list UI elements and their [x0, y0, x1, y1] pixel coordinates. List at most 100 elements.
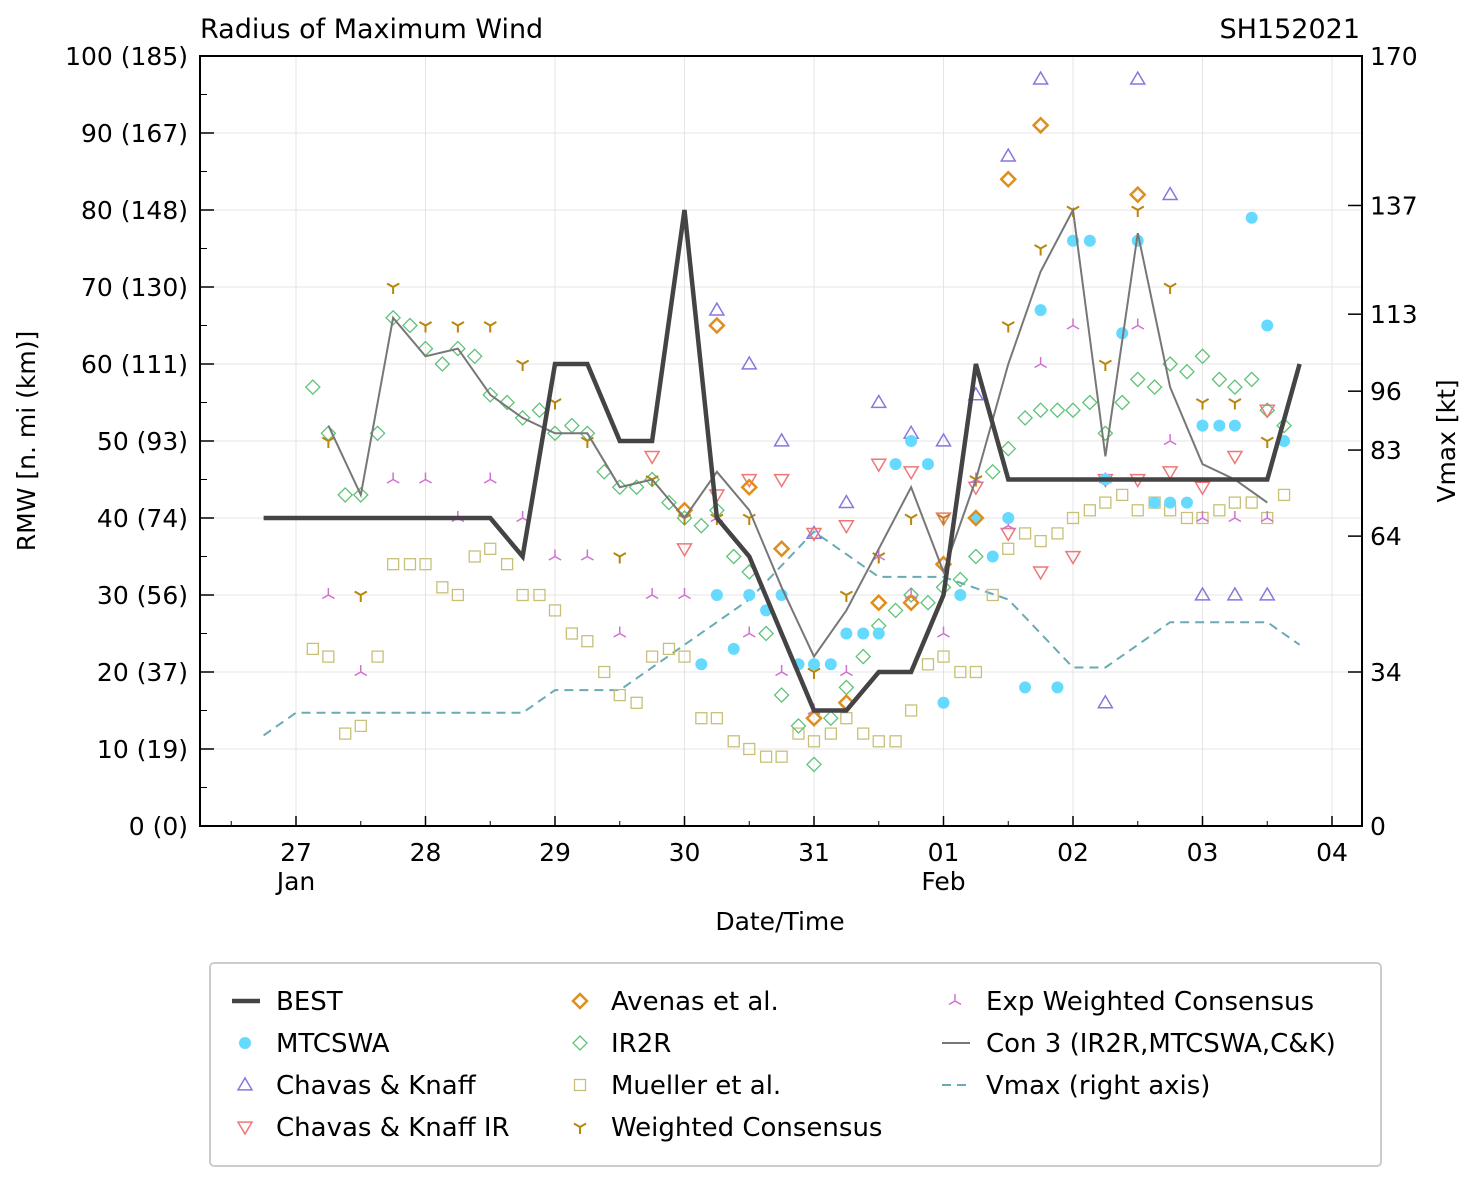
series-line-con-3-ir2r-mtcswa-c-k: [327, 206, 1268, 659]
point-mueller-et-al: [889, 735, 902, 748]
point-mtcswa: [1245, 211, 1258, 224]
point-mueller-et-al: [533, 588, 546, 602]
point-mueller-et-al: [516, 588, 529, 602]
point-mtcswa: [1002, 512, 1015, 524]
y2-tick-label: 96: [1370, 377, 1402, 406]
point-mueller-et-al: [921, 658, 935, 671]
y-tick-label: 90 (167): [81, 119, 188, 148]
point-mtcswa: [954, 589, 967, 601]
legend-swatch: [236, 1121, 254, 1136]
point-ir2r: [773, 687, 790, 704]
point-chavas-knaff-ir: [1226, 450, 1244, 465]
series-layer: [263, 70, 1302, 773]
point-exp-weighted-consensus: [354, 665, 368, 677]
point-mueller-et-al: [371, 650, 384, 663]
point-chavas-knaff-ir: [676, 543, 693, 558]
y2-tick-label: 64: [1370, 522, 1402, 551]
point-mueller-et-al: [1051, 527, 1064, 540]
x-axis-label: Date/Time: [715, 907, 844, 936]
legend-label: Con 3 (IR2R,MTCSWA,C&K): [986, 1029, 1336, 1059]
point-chavas-knaff: [935, 432, 952, 447]
point-exp-weighted-consensus: [839, 665, 853, 677]
point-mueller-et-al: [1116, 488, 1129, 502]
point-mueller-et-al: [386, 558, 400, 571]
y-tick-label: 40 (74): [97, 504, 188, 533]
point-exp-weighted-consensus: [419, 472, 432, 484]
gridlines: [200, 55, 1362, 827]
point-chavas-knaff: [1194, 586, 1211, 601]
point-ir2r: [611, 479, 628, 496]
point-ir2r: [449, 340, 466, 357]
point-mueller-et-al: [824, 727, 837, 740]
y2-tick-label: 34: [1370, 658, 1402, 687]
point-mtcswa: [1116, 327, 1129, 340]
point-chavas-knaff: [838, 494, 855, 509]
point-chavas-knaff-ir: [643, 450, 661, 465]
point-ir2r: [1081, 394, 1098, 411]
point-weighted-consensus: [1260, 436, 1274, 448]
point-avenas-et-al: [740, 478, 759, 496]
point-chavas-knaff: [708, 301, 726, 316]
point-weighted-consensus: [1228, 398, 1242, 410]
point-ir2r: [1211, 371, 1228, 388]
legend-swatch: [571, 992, 589, 1010]
legend-item: Con 3 (IR2R,MTCSWA,C&K): [942, 1029, 1336, 1059]
point-chavas-knaff-ir: [1258, 404, 1276, 419]
y2-tick-label: 170: [1370, 42, 1418, 71]
point-mueller-et-al: [904, 704, 918, 717]
x-tick-label: 27: [280, 838, 312, 867]
point-weighted-consensus: [1098, 359, 1112, 371]
series-mueller-et-al: [306, 488, 1291, 763]
point-chavas-knaff: [805, 524, 823, 540]
x-tick-label: 04: [1316, 838, 1348, 867]
y2-tick-label: 137: [1370, 191, 1418, 220]
point-mtcswa: [824, 658, 837, 671]
point-ir2r: [1032, 402, 1049, 419]
point-ir2r: [903, 587, 920, 603]
legend-label: Weighted Consensus: [611, 1113, 882, 1143]
y2-tick-label: 83: [1370, 436, 1402, 465]
point-ir2r: [806, 756, 822, 773]
point-ir2r: [855, 648, 872, 665]
point-mtcswa: [727, 642, 740, 655]
point-mueller-et-al: [1277, 488, 1291, 502]
legend-label: Avenas et al.: [611, 987, 779, 1017]
point-mueller-et-al: [403, 558, 417, 571]
y-tick-label: 70 (130): [81, 273, 188, 302]
point-mueller-et-al: [1018, 527, 1032, 540]
legend-item: IR2R: [572, 1029, 671, 1059]
x-tick-label: 03: [1187, 838, 1219, 867]
point-mueller-et-al: [954, 665, 967, 679]
point-mtcswa: [1083, 234, 1096, 247]
legend-swatch: [572, 1035, 588, 1051]
point-chavas-knaff-ir: [805, 527, 823, 542]
point-mtcswa: [1180, 496, 1193, 509]
point-chavas-knaff: [870, 394, 888, 409]
point-ir2r: [482, 386, 499, 403]
point-weighted-consensus: [1034, 244, 1048, 256]
point-mueller-et-al: [857, 727, 870, 740]
point-exp-weighted-consensus: [321, 588, 335, 600]
point-weighted-consensus: [807, 667, 821, 679]
point-ir2r: [1065, 402, 1081, 419]
point-mtcswa: [872, 627, 885, 640]
axes: 27 28 29 30 31 01 02 03 04 Jan Feb 0 (0) 10 (19) 20 (…: [65, 42, 1418, 896]
point-mtcswa: [1019, 681, 1032, 694]
point-ir2r: [1179, 363, 1195, 380]
point-exp-weighted-consensus: [580, 549, 594, 561]
legend: BEST MTCSWA Chavas & Knaff Chavas & Knaff I…: [232, 987, 1336, 1143]
point-mtcswa: [986, 550, 999, 563]
point-mueller-et-al: [986, 588, 999, 602]
y-tick-label: 10 (19): [97, 735, 188, 764]
point-mueller-et-al: [807, 735, 821, 748]
point-mueller-et-al: [662, 642, 676, 656]
legend-item: Avenas et al.: [571, 987, 779, 1017]
point-exp-weighted-consensus: [1196, 511, 1209, 523]
x-tick-label: 29: [539, 838, 571, 867]
point-ir2r: [661, 494, 677, 511]
point-mtcswa: [710, 589, 723, 601]
point-exp-weighted-consensus: [386, 472, 400, 484]
point-mueller-et-al: [548, 604, 562, 617]
point-mueller-et-al: [322, 650, 335, 663]
